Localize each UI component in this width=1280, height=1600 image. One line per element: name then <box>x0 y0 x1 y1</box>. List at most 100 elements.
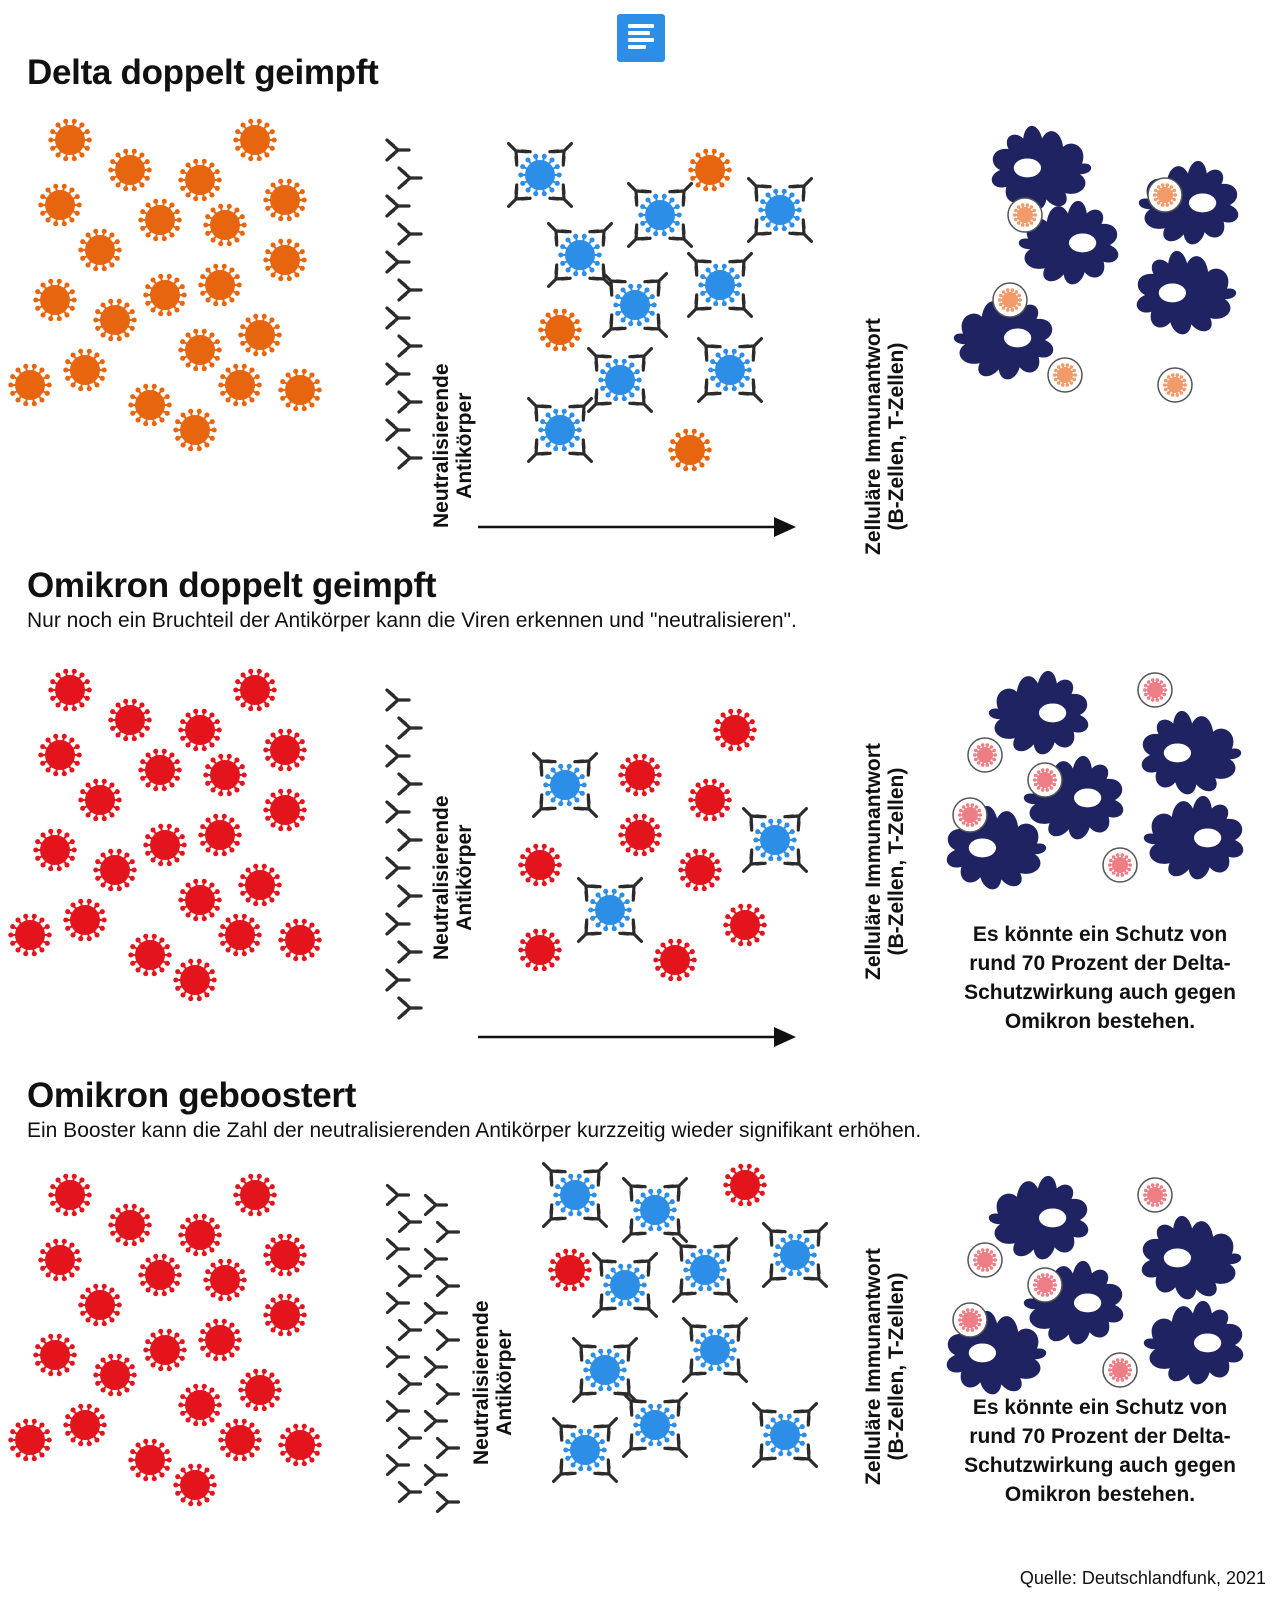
antibody-icon <box>532 752 557 777</box>
virus-icon <box>618 753 662 797</box>
virus-icon <box>33 828 77 872</box>
neutralized-virus-icon <box>527 397 593 463</box>
antibody-icon <box>385 744 411 768</box>
antibody-icon <box>627 223 652 248</box>
captured-virus-icon <box>1027 1267 1063 1303</box>
antibody-icon <box>397 996 423 1020</box>
antibody-icon <box>788 218 813 243</box>
antibody-icon <box>697 337 722 362</box>
neutralized-virus-icon <box>697 337 763 403</box>
antibody-icon <box>738 337 763 362</box>
antibody-icon <box>747 218 772 243</box>
antibody-icon <box>397 828 423 852</box>
neutralized-virus-icon <box>762 1222 828 1288</box>
virus-icon <box>128 1438 172 1482</box>
virus-icon <box>63 898 107 942</box>
antibody-icon <box>738 378 763 403</box>
antibody-icon <box>663 1392 688 1417</box>
antibody-icon <box>622 1433 647 1458</box>
antibody-icon <box>622 1218 647 1243</box>
antibody-icon <box>385 968 411 992</box>
virus-icon <box>1012 203 1038 227</box>
virus-icon <box>753 818 797 862</box>
antibody-icon <box>385 362 411 386</box>
virus-icon <box>63 1403 107 1447</box>
immune-cell-icon <box>988 670 1089 755</box>
antibody-icon <box>435 1328 461 1352</box>
virus-icon <box>518 928 562 972</box>
antibody-icon <box>628 388 653 413</box>
virus-icon <box>543 763 587 807</box>
antibody-icon <box>385 1291 411 1315</box>
virus-icon <box>233 1173 277 1217</box>
immune-cell-icon <box>988 1175 1089 1260</box>
neutralization-panel <box>542 1162 828 1483</box>
antibody-icon <box>628 347 653 372</box>
antibody-icon <box>622 1392 647 1417</box>
antibody-icon <box>385 250 411 274</box>
neutralized-virus-icon <box>622 1392 688 1458</box>
antibody-icon <box>728 252 753 277</box>
virus-icon <box>8 363 52 407</box>
neutralization-panel <box>518 708 808 982</box>
virus-icon <box>558 233 602 277</box>
antibody-icon <box>385 688 411 712</box>
antibody-icon <box>762 1222 787 1247</box>
captured-virus-icon <box>1147 177 1183 213</box>
antibody-icon <box>742 807 767 832</box>
captured-virus-icon <box>1157 367 1193 403</box>
virus-icon <box>238 863 282 907</box>
antibody-icon <box>663 1218 688 1243</box>
virus-icon <box>93 298 137 342</box>
antibody-icon <box>385 912 411 936</box>
virus-icon <box>598 358 642 402</box>
antibody-icon <box>397 334 423 358</box>
virus-icon <box>688 148 732 192</box>
virus-icon <box>108 1203 152 1247</box>
antibody-icon <box>573 793 598 818</box>
neutralized-virus-icon <box>507 142 573 208</box>
immune-cell-icon <box>1143 1300 1244 1385</box>
virus-icon <box>233 668 277 712</box>
virus-icon <box>93 1353 137 1397</box>
virus-icon <box>203 203 247 247</box>
diagram-stage: Neutralisierende Antikörper Zelluläre Imm… <box>0 110 1280 555</box>
virus-icon <box>1032 768 1058 792</box>
antibody-icon <box>397 772 423 796</box>
antibody-icon <box>385 800 411 824</box>
immune-cells-panel <box>946 1175 1244 1395</box>
source-credit: Quelle: Deutschlandfunk, 2021 <box>1019 1568 1266 1588</box>
virus-icon <box>1052 363 1078 387</box>
virus-icon <box>618 813 662 857</box>
virus-icon <box>1142 678 1168 702</box>
antibody-icon <box>527 438 552 463</box>
captured-virus-icon <box>952 1302 988 1338</box>
cellular-immune-label: Zelluläre Immunantwort (B-Zellen, T-Zelle… <box>862 743 908 980</box>
virus-icon <box>173 958 217 1002</box>
virus-icon <box>1107 1358 1133 1382</box>
virus-icon <box>997 288 1023 312</box>
virus-icon <box>957 803 983 827</box>
virus-icon <box>33 1333 77 1377</box>
antibody-icon <box>507 183 532 208</box>
virus-icon <box>553 1173 597 1217</box>
virus-icon <box>78 1283 122 1327</box>
captured-virus-icon <box>1137 672 1173 708</box>
antibody-icon <box>593 1417 618 1442</box>
antibody-icon <box>397 390 423 414</box>
deutschlandfunk-logo-icon <box>617 14 665 62</box>
virus-icon <box>143 273 187 317</box>
immune-cell-icon <box>1018 200 1119 285</box>
virus-icon <box>708 348 752 392</box>
antibody-icon <box>783 848 808 873</box>
antibody-icon <box>572 1378 597 1403</box>
antibody-icon <box>385 856 411 880</box>
virus-icon <box>713 708 757 752</box>
immune-cells-panel <box>946 670 1244 890</box>
cellular-immune-label: Zelluläre Immunantwort (B-Zellen, T-Zelle… <box>862 1248 908 1485</box>
antibody-icon <box>532 793 557 818</box>
virus-icon <box>238 1368 282 1412</box>
immune-cell-icon <box>1143 795 1244 880</box>
antibody-icon <box>788 177 813 202</box>
antibody-icon <box>602 272 627 297</box>
